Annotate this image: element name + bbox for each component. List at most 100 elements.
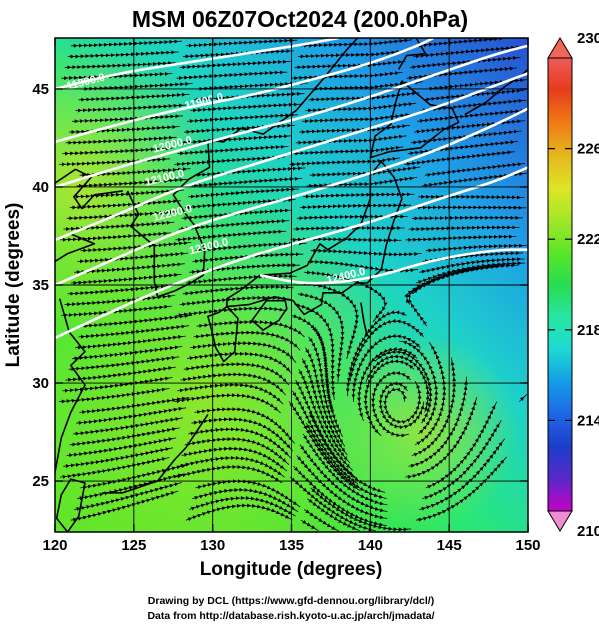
- credit-data-source: Data from http://database.rish.kyoto-u.a…: [147, 610, 434, 622]
- streamline-120: [415, 205, 527, 210]
- streamline-86: [182, 284, 294, 296]
- lon-tick-label-120: 120: [42, 537, 67, 554]
- height-contour-2: [55, 44, 528, 189]
- colorbar-min-arrow: [547, 510, 573, 532]
- streamline-172: [409, 56, 521, 70]
- lat-tick-label-25: 25: [32, 473, 49, 490]
- credit-drawing: Drawing by DCL (https://www.gfd-dennou.o…: [148, 595, 434, 607]
- colorbar-tick-label-226: 226: [577, 141, 599, 158]
- coastline-ryukyu-islands: [102, 413, 209, 494]
- streamline-127: [306, 176, 418, 188]
- streamline-101: [80, 241, 192, 253]
- streamline-178: [186, 38, 298, 48]
- streamline-143: [295, 134, 407, 145]
- streamline-133: [59, 157, 171, 167]
- streamline-78: [176, 306, 287, 318]
- height-contour-4: [55, 107, 528, 287]
- lon-tick-label-150: 150: [515, 537, 540, 554]
- streamline-85: [67, 283, 179, 296]
- height-contour-5: [55, 166, 528, 340]
- colorbar-tick-label-210: 210: [577, 523, 599, 540]
- height-contour-1: [55, 38, 434, 144]
- streamline-80: [345, 310, 407, 397]
- streamline-130: [194, 166, 306, 177]
- streamline-106: [175, 229, 287, 242]
- streamline-180: [416, 38, 507, 48]
- streamline-169: [64, 61, 176, 70]
- streamline-166: [176, 70, 288, 81]
- lon-tick-label-135: 135: [279, 537, 304, 554]
- lon-tick-label-140: 140: [358, 537, 383, 554]
- coastline-honshu: [226, 160, 403, 316]
- streamline-77: [61, 304, 172, 318]
- coastline-china-coast-east: [55, 298, 86, 477]
- streamline-73: [81, 314, 193, 328]
- lat-tick-label-30: 30: [32, 375, 49, 392]
- streamline-162: [196, 81, 308, 91]
- streamline-104: [425, 243, 527, 253]
- streamline-142: [180, 134, 292, 145]
- streamline-149: [72, 114, 184, 124]
- streamline-112: [408, 225, 520, 232]
- lon-tick-label-145: 145: [437, 537, 462, 554]
- streamline-110: [178, 219, 290, 231]
- streamline-138: [177, 144, 289, 156]
- coastline-kuril-islands: [464, 68, 528, 116]
- streamline-137: [62, 146, 174, 156]
- lat-tick-label-40: 40: [32, 179, 49, 196]
- streamline-176: [413, 45, 524, 59]
- latitude-ticks: 25 30 35 40 45: [32, 81, 528, 490]
- map-plot-area[interactable]: 11900.011900.012000.012100.012200.012300…: [53, 38, 528, 532]
- streamline-154: [190, 102, 302, 113]
- lon-tick-label-125: 125: [121, 537, 146, 554]
- streamline-48: [519, 394, 528, 402]
- streamline-164: [427, 78, 528, 91]
- streamline-116: [412, 215, 524, 221]
- streamline-145: [68, 125, 180, 134]
- lat-tick-label-45: 45: [32, 81, 49, 98]
- streamline-13: [195, 479, 301, 508]
- streamline-124: [418, 194, 525, 200]
- coastline-kyushu: [207, 305, 239, 363]
- streamline-150: [187, 113, 299, 124]
- streamline-156: [420, 98, 527, 113]
- streamline-168: [406, 66, 518, 80]
- streamline-125: [76, 177, 188, 188]
- streamline-90: [185, 274, 297, 285]
- coastline-sakhalin: [398, 38, 427, 70]
- streamline-119: [300, 203, 412, 210]
- streamline-147: [299, 124, 410, 135]
- streamline-93: [74, 262, 185, 275]
- longitude-ticks: 120 125 130 135 140 145 150: [42, 38, 541, 554]
- streamline-103: [310, 248, 422, 257]
- streamline-108: [405, 234, 517, 242]
- colorbar-tick-label-230: 230: [577, 30, 599, 47]
- coastline-china-coast-north: [55, 168, 123, 210]
- streamline-175: [297, 49, 409, 59]
- streamline-167: [291, 71, 403, 81]
- streamline-122: [188, 187, 300, 199]
- streamline-173: [67, 50, 179, 59]
- colorbar-tick-label-218: 218: [577, 322, 599, 339]
- coastline-shikoku: [251, 299, 288, 331]
- colorbar-max-arrow: [547, 37, 573, 59]
- streamline-171: [294, 60, 406, 70]
- streamline-135: [289, 156, 401, 167]
- height-contour-3: [55, 72, 528, 242]
- colorbar-scale: [547, 57, 573, 512]
- streamline-161: [81, 81, 193, 91]
- streamline-179: [301, 38, 413, 48]
- y-axis-label: Latitude (degrees): [3, 203, 24, 368]
- height-contour-0: [55, 38, 340, 91]
- colorbar-ticks: 210 214 218 222 226 230: [548, 30, 599, 540]
- colorbar-tick-label-222: 222: [577, 231, 599, 248]
- streamline-126: [191, 176, 303, 188]
- streamline-170: [179, 59, 291, 70]
- streamline-165: [61, 71, 173, 81]
- streamline-177: [71, 39, 183, 48]
- streamline-89: [70, 273, 182, 285]
- colorbar-tick-label-214: 214: [577, 412, 599, 429]
- streamline-81: [64, 294, 176, 307]
- streamline-97: [77, 251, 189, 264]
